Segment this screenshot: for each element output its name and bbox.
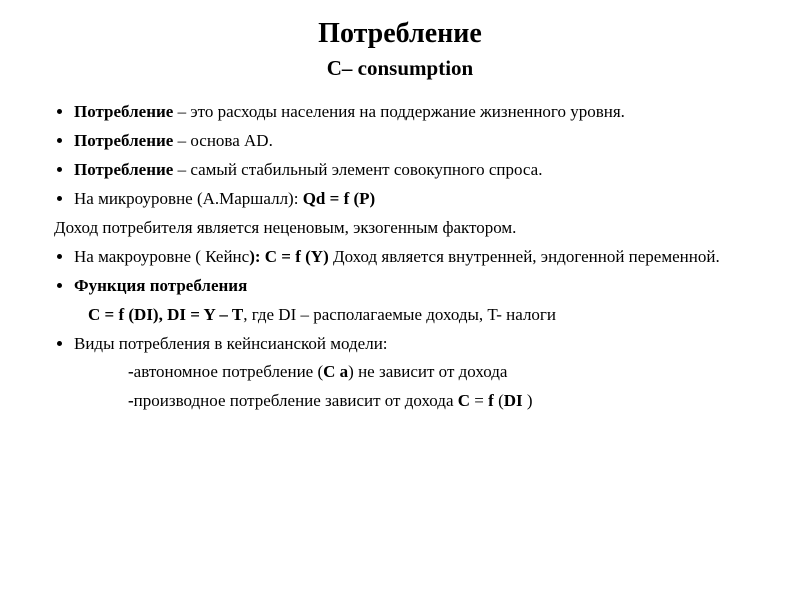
bullet-definition: Потребление – это расходы населения на п… xyxy=(74,101,752,124)
symbol-ca: С а xyxy=(323,362,348,381)
symbol-c: С xyxy=(458,391,470,410)
text: – основа AD. xyxy=(173,131,272,150)
text: ) не зависит от дохода xyxy=(348,362,507,381)
text: ( xyxy=(494,391,504,410)
text: На микроуровне (А.Маршалл): xyxy=(74,189,303,208)
text: = xyxy=(470,391,488,410)
term-consumption: Потребление xyxy=(74,102,173,121)
symbol-di: DI xyxy=(504,391,523,410)
bullet-consumption-function: Функция потребления xyxy=(74,275,752,298)
text: Доход является внутренней, эндогенной пе… xyxy=(329,247,720,266)
text: , где DI – располагаемые доходы, T- нало… xyxy=(243,305,556,324)
term-consumption: Потребление xyxy=(74,131,173,150)
bullet-stable-element: Потребление – самый стабильный элемент с… xyxy=(74,159,752,182)
text: ) xyxy=(523,391,533,410)
slide-subtitle: С– consumption xyxy=(48,56,752,81)
line-income-exogenous: Доход потребителя является неценовым, эк… xyxy=(48,217,752,240)
text-consumption-function: Функция потребления xyxy=(74,276,247,295)
text: – самый стабильный элемент совокупного с… xyxy=(173,160,542,179)
term-consumption: Потребление xyxy=(74,160,173,179)
text: На макроуровне ( Кейнс xyxy=(74,247,249,266)
text: Доход потребителя является неценовым, эк… xyxy=(54,218,516,237)
bullet-micro-level: На микроуровне (А.Маршалл): Qd = f (P) xyxy=(74,188,752,211)
slide-title: Потребление xyxy=(48,18,752,50)
sub-derived: -производное потребление зависит от дохо… xyxy=(48,390,752,413)
text: – это расходы населения на поддержание ж… xyxy=(173,102,625,121)
content-list: Потребление – это расходы населения на п… xyxy=(48,101,752,413)
formula-cf-y: ): С = f (Y) xyxy=(249,247,329,266)
text: производное потребление зависит от доход… xyxy=(134,391,458,410)
slide-container: Потребление С– consumption Потребление –… xyxy=(0,0,800,600)
formula-qd: Qd = f (P) xyxy=(303,189,375,208)
bullet-consumption-types: Виды потребления в кейнсианской модели: xyxy=(74,333,752,356)
sub-autonomous: -автономное потребление (С а) не зависит… xyxy=(48,361,752,384)
formula-di: С = f (DI), DI = Y – T xyxy=(88,305,243,324)
bullet-ad-basis: Потребление – основа AD. xyxy=(74,130,752,153)
bullet-macro-level: На макроуровне ( Кейнс): С = f (Y) Доход… xyxy=(74,246,752,269)
text: автономное потребление xyxy=(134,362,318,381)
line-formula-di: С = f (DI), DI = Y – T, где DI – распола… xyxy=(48,304,752,327)
text: Виды потребления в кейнсианской модели: xyxy=(74,334,388,353)
